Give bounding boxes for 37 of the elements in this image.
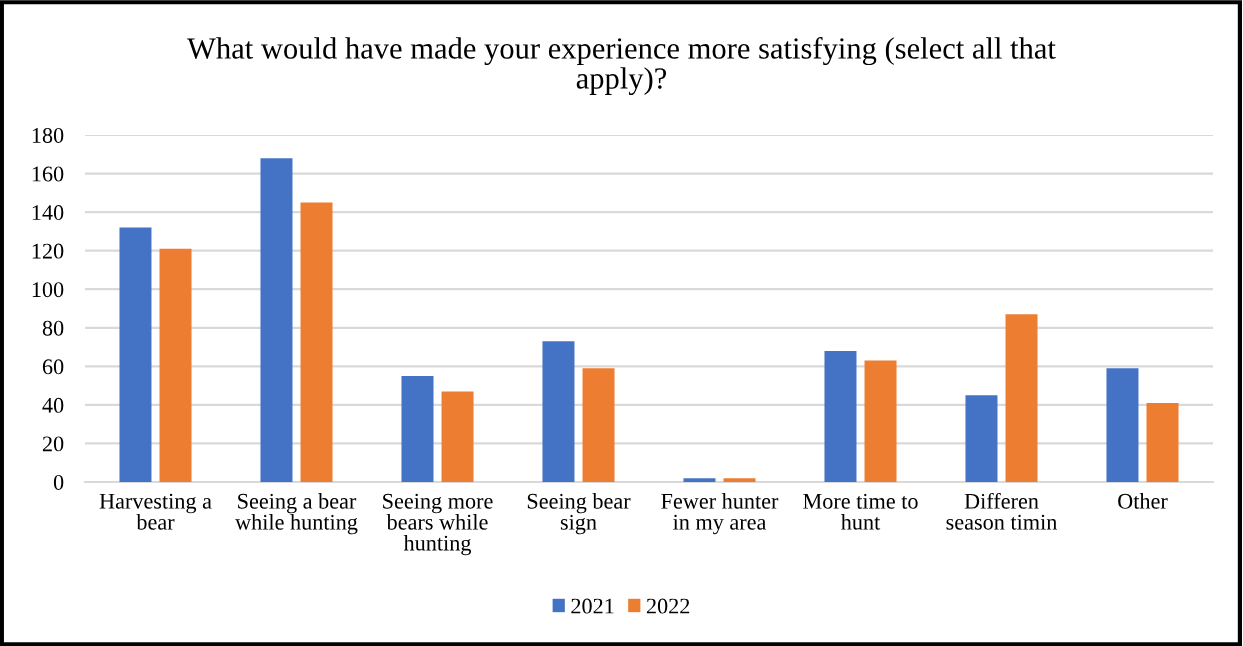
y-tick-label: 80 <box>42 320 64 336</box>
y-tick-label: 120 <box>32 243 64 259</box>
legend-label: 2022 <box>646 598 690 614</box>
bar <box>441 391 474 482</box>
y-tick-label: 0 <box>53 474 64 490</box>
bar <box>723 478 756 482</box>
x-tick-label: Harvesting a bear <box>99 493 212 530</box>
y-tick-label: 160 <box>32 166 64 182</box>
y-tick-label: 100 <box>32 282 64 298</box>
bar <box>824 350 857 482</box>
bar <box>965 395 998 482</box>
bar <box>1106 368 1139 482</box>
bar <box>401 375 434 482</box>
bar <box>260 158 293 482</box>
legend-label: 2021 <box>571 598 614 614</box>
x-tick-label: More time to hunt <box>803 493 918 530</box>
y-tick-label: 60 <box>42 359 64 375</box>
chart-title: What would have made your experience more satisfying (select all that apply)? <box>187 36 1056 96</box>
x-tick-label: Seeing bear sign <box>527 493 631 535</box>
x-tick-label: Differen season timin <box>946 492 1058 530</box>
x-tick-label: Fewer hunter in my area <box>661 493 779 535</box>
x-tick-label: Seeing more bears while hunting <box>383 493 493 556</box>
bar <box>1005 314 1038 482</box>
y-tick-label: 180 <box>32 127 64 143</box>
bar <box>582 368 615 482</box>
bar <box>542 341 575 482</box>
y-tick-label: 40 <box>42 397 64 413</box>
y-tick-label: 20 <box>42 436 64 452</box>
x-tick-label: Seeing a bear while hunting <box>235 493 358 535</box>
bar <box>119 227 152 482</box>
bar <box>1146 402 1179 482</box>
y-tick-label: 140 <box>32 205 64 221</box>
bar <box>683 478 716 482</box>
bar <box>300 202 333 482</box>
x-tick-label: Other <box>1118 493 1168 509</box>
bar <box>864 360 897 482</box>
bar <box>159 248 192 482</box>
